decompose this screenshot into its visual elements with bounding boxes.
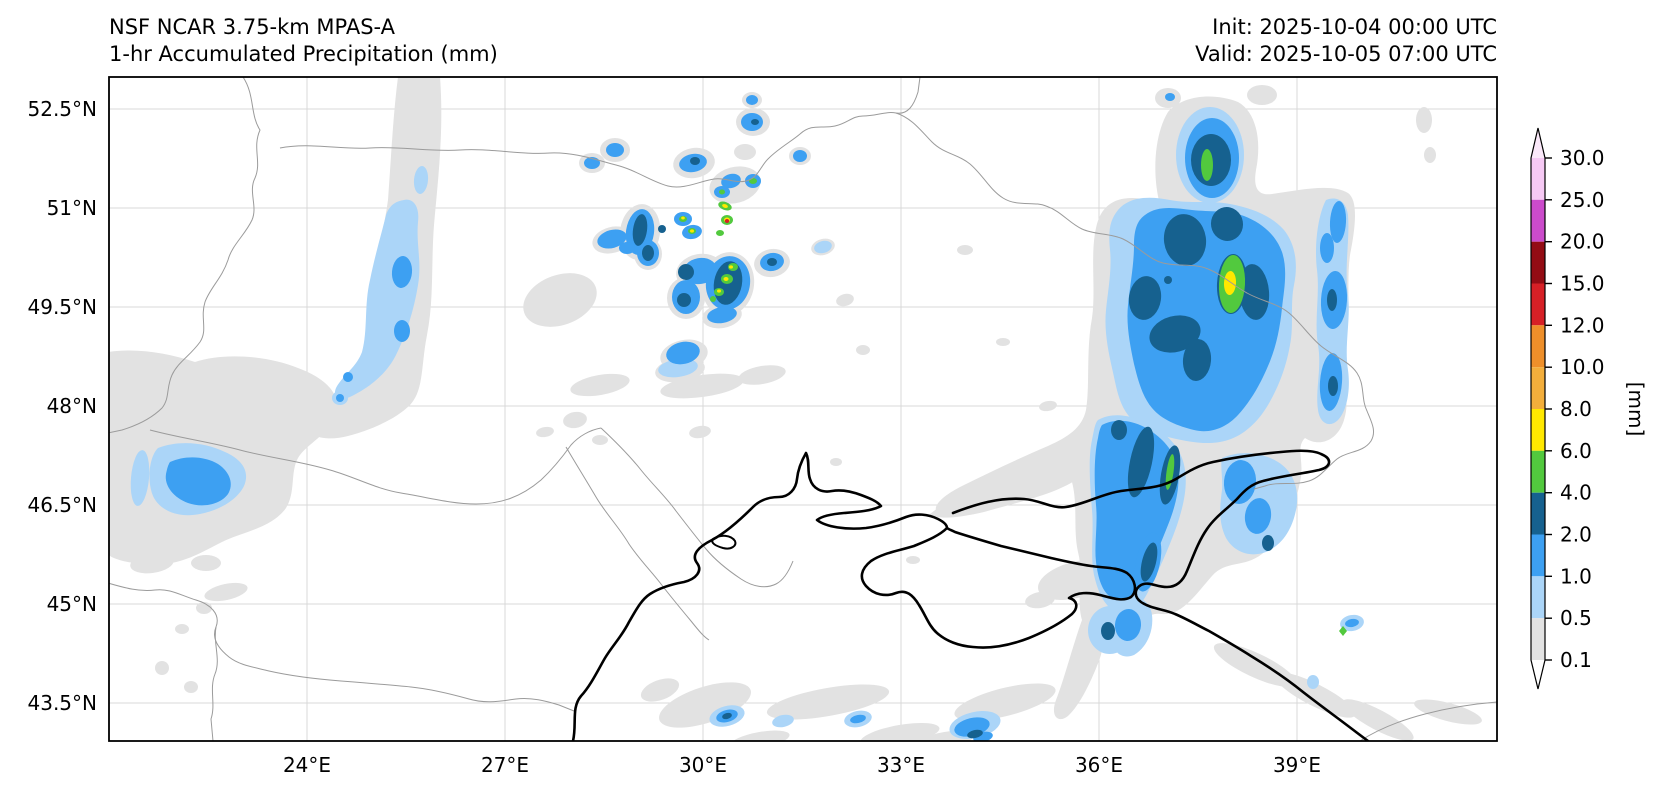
lat-tick-label: 45°N bbox=[47, 592, 97, 616]
colorbar-tick-label: 0.5 bbox=[1560, 606, 1592, 630]
precip-layer-12-15 bbox=[724, 219, 730, 223]
lon-tick-label: 36°E bbox=[1075, 753, 1123, 777]
colorbar-segment bbox=[1531, 158, 1545, 200]
colorbar-tick-label: 12.0 bbox=[1560, 313, 1605, 337]
colorbar-units-label: [mm] bbox=[1624, 382, 1648, 437]
colorbar-segment bbox=[1531, 409, 1545, 451]
init-time-label: Init: 2025-10-04 00:00 UTC bbox=[1212, 15, 1497, 39]
colorbar-segment bbox=[1531, 576, 1545, 619]
lon-tick-label: 33°E bbox=[877, 753, 925, 777]
latitude-axis: 52.5°N 51°N 49.5°N 48°N 46.5°N 45°N 43.5… bbox=[28, 97, 98, 715]
precip-layer-1-2 bbox=[165, 93, 1359, 741]
colorbar-under-arrow bbox=[1531, 660, 1545, 689]
country-borders bbox=[109, 77, 1497, 741]
lat-tick-label: 52.5°N bbox=[28, 97, 98, 121]
coastline bbox=[571, 449, 1370, 741]
lon-tick-label: 27°E bbox=[481, 753, 529, 777]
crimea-coast bbox=[860, 526, 1137, 649]
colorbar-tick-label: 25.0 bbox=[1560, 188, 1605, 212]
colorbar-over-arrow bbox=[1531, 128, 1545, 158]
colorbar-tick-label: 8.0 bbox=[1560, 397, 1592, 421]
lon-tick-label: 24°E bbox=[283, 753, 331, 777]
model-title: NSF NCAR 3.75-km MPAS-A bbox=[109, 15, 396, 39]
lon-tick-label: 30°E bbox=[679, 753, 727, 777]
colorbar-segment bbox=[1531, 492, 1545, 535]
colorbar-segment bbox=[1531, 534, 1545, 577]
colorbar-segment bbox=[1531, 241, 1545, 284]
colorbar-segment bbox=[1531, 367, 1545, 409]
field-title: 1-hr Accumulated Precipitation (mm) bbox=[109, 42, 498, 66]
colorbar-tick-label: 10.0 bbox=[1560, 355, 1605, 379]
colorbar-tick-label: 30.0 bbox=[1560, 146, 1605, 170]
longitude-axis: 24°E 27°E 30°E 33°E 36°E 39°E bbox=[283, 753, 1321, 777]
colorbar-segment bbox=[1531, 283, 1545, 326]
colorbar: 30.0 25.0 20.0 15.0 12.0 10.0 8.0 6.0 4.… bbox=[1530, 127, 1648, 690]
black-sea-west-coast bbox=[571, 451, 949, 741]
lat-tick-label: 49.5°N bbox=[28, 295, 98, 319]
colorbar-segment bbox=[1531, 325, 1545, 368]
colorbar-tick-label: 6.0 bbox=[1560, 439, 1592, 463]
colorbar-tick-label: 0.1 bbox=[1560, 648, 1592, 672]
colorbar-tick-labels: 30.0 25.0 20.0 15.0 12.0 10.0 8.0 6.0 4.… bbox=[1560, 146, 1605, 672]
colorbar-tick-label: 20.0 bbox=[1560, 230, 1605, 254]
colorbar-tick-label: 1.0 bbox=[1560, 564, 1592, 588]
colorbar-tick-label: 2.0 bbox=[1560, 523, 1592, 547]
colorbar-tick-label: 4.0 bbox=[1560, 481, 1592, 505]
lat-tick-label: 48°N bbox=[47, 394, 97, 418]
map-content bbox=[109, 77, 1497, 741]
lat-tick-label: 43.5°N bbox=[28, 691, 98, 715]
dniester-estuary bbox=[711, 534, 737, 550]
colorbar-segment bbox=[1531, 450, 1545, 493]
colorbar-tick-label: 15.0 bbox=[1560, 272, 1605, 296]
lat-tick-label: 46.5°N bbox=[28, 493, 98, 517]
lon-tick-label: 39°E bbox=[1273, 753, 1321, 777]
colorbar-segment bbox=[1531, 618, 1545, 660]
colorbar-ticks bbox=[1545, 157, 1552, 661]
azov-caucasus-coast bbox=[951, 449, 1370, 741]
lat-tick-label: 51°N bbox=[47, 196, 97, 220]
map-frame bbox=[108, 76, 1498, 742]
valid-time-label: Valid: 2025-10-05 07:00 UTC bbox=[1195, 42, 1497, 66]
colorbar-segment bbox=[1531, 199, 1545, 242]
